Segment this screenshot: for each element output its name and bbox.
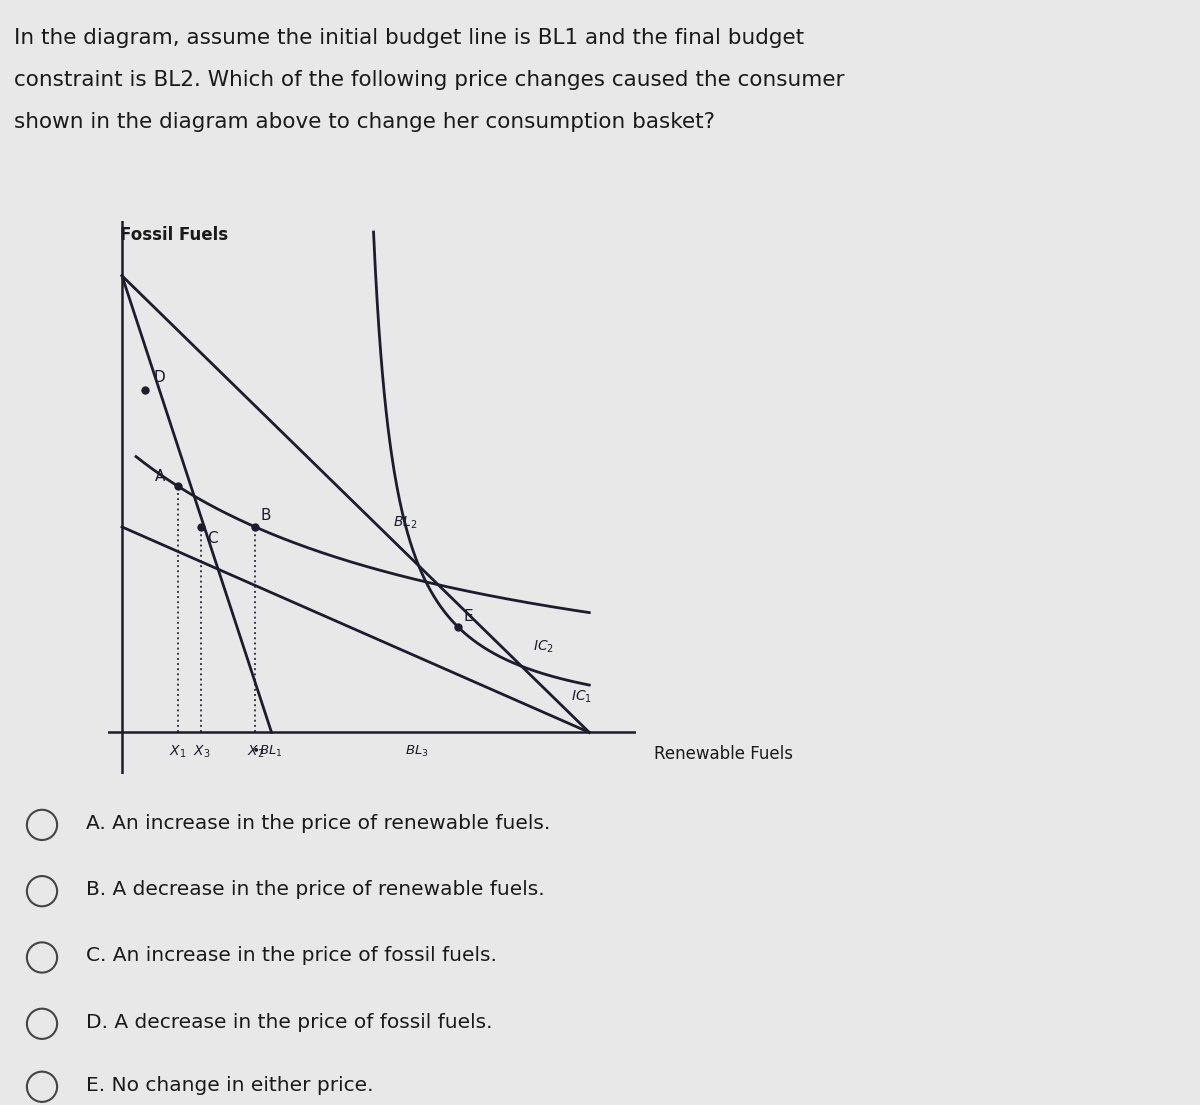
Text: $IC_1$: $IC_1$ [570, 688, 592, 705]
Text: C: C [208, 530, 217, 546]
Text: $\bullet BL_1$: $\bullet BL_1$ [251, 745, 283, 759]
Text: D. A decrease in the price of fossil fuels.: D. A decrease in the price of fossil fue… [86, 1012, 493, 1032]
Text: B: B [260, 508, 271, 524]
Text: B. A decrease in the price of renewable fuels.: B. A decrease in the price of renewable … [86, 880, 545, 899]
Text: Fossil Fuels: Fossil Fuels [120, 225, 228, 243]
Text: E: E [463, 609, 473, 623]
Text: constraint is BL2. Which of the following price changes caused the consumer: constraint is BL2. Which of the followin… [14, 70, 845, 90]
Text: $X_2$: $X_2$ [246, 744, 264, 759]
Text: In the diagram, assume the initial budget line is BL1 and the final budget: In the diagram, assume the initial budge… [14, 28, 804, 48]
Text: $BL_2$: $BL_2$ [394, 515, 418, 532]
Text: $BL_3$: $BL_3$ [404, 745, 428, 759]
Text: $X_1$: $X_1$ [169, 744, 187, 759]
Text: $X_3$: $X_3$ [193, 744, 210, 759]
Text: E. No change in either price.: E. No change in either price. [86, 1075, 374, 1095]
Text: Renewable Fuels: Renewable Fuels [654, 745, 793, 762]
Text: D: D [154, 370, 166, 386]
Text: shown in the diagram above to change her consumption basket?: shown in the diagram above to change her… [14, 112, 715, 131]
Text: $IC_2$: $IC_2$ [533, 639, 554, 654]
Text: A. An increase in the price of renewable fuels.: A. An increase in the price of renewable… [86, 813, 551, 833]
Text: C. An increase in the price of fossil fuels.: C. An increase in the price of fossil fu… [86, 946, 497, 966]
Text: A: A [155, 469, 166, 484]
